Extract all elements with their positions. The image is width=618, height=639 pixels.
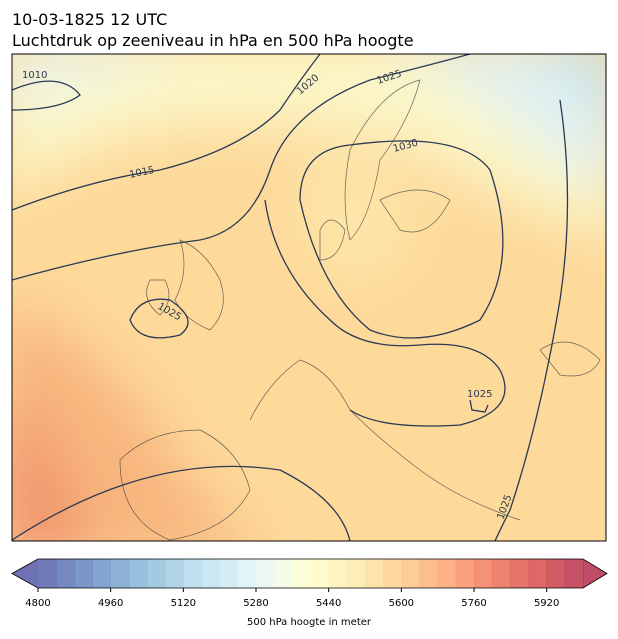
title-line: Luchtdruk op zeeniveau in hPa en 500 hPa… <box>12 31 414 50</box>
map-area: 1010 1015 1020 1025 1030 1025 1025 1025 <box>12 54 606 541</box>
colorbar-segment <box>346 559 366 588</box>
colorbar-tick-label: 5440 <box>316 598 341 609</box>
colorbar-extend <box>12 559 38 588</box>
colorbar-segment <box>292 559 311 588</box>
map-frame <box>11 53 607 542</box>
colorbar-segment <box>256 559 275 588</box>
contour-label: 1015 <box>128 165 155 181</box>
colorbar-segment <box>328 559 348 588</box>
contour-label: 1010 <box>22 70 47 81</box>
colorbar-segment <box>183 559 202 588</box>
colorbar-extend <box>583 559 607 588</box>
colorbar-segment <box>110 559 130 588</box>
colorbar-segment <box>274 559 293 588</box>
colorbar-label: 500 hPa hoogte in meter <box>247 617 372 628</box>
title-line: 10-03-1825 12 UTC <box>12 10 167 29</box>
colorbar: 4800 4960 5120 5280 5440 5600 5760 5920 <box>11 558 608 609</box>
colorbar-segment <box>128 559 148 588</box>
colorbar-segment <box>383 559 402 588</box>
colorbar-segment <box>237 559 257 588</box>
colorbar-segment <box>38 559 57 588</box>
colorbar-segment <box>474 559 493 588</box>
colorbar-segment <box>455 559 475 588</box>
colorbar-segment <box>310 559 329 588</box>
colorbar-segment <box>510 559 529 588</box>
colorbar-segment <box>219 559 239 588</box>
colorbar-tick-label: 5600 <box>389 598 414 609</box>
colorbar-tick-label: 5920 <box>534 598 559 609</box>
colorbar-segment <box>74 559 93 588</box>
colorbar-tick-label: 4960 <box>98 598 123 609</box>
contour-label: 1025 <box>467 389 492 400</box>
colorbar-tick-label: 5280 <box>243 598 268 609</box>
colorbar-segment <box>419 559 438 588</box>
colorbar-tick-label: 4800 <box>25 598 50 609</box>
colorbar-segment <box>147 559 166 588</box>
colorbar-tick-label: 5120 <box>171 598 196 609</box>
colorbar-segment <box>564 559 584 588</box>
colorbar-segment <box>437 559 457 588</box>
colorbar-segment <box>201 559 220 588</box>
colorbar-segment <box>165 559 184 588</box>
colorbar-outline <box>11 558 608 589</box>
colorbar-segment <box>92 559 111 588</box>
colorbar-segment <box>365 559 384 588</box>
colorbar-segment <box>492 559 511 588</box>
colorbar-segment <box>546 559 566 588</box>
colorbar-segment <box>401 559 420 588</box>
colorbar-segment <box>528 559 547 588</box>
colorbar-segment <box>56 559 75 588</box>
colorbar-tick-label: 5760 <box>461 598 486 609</box>
